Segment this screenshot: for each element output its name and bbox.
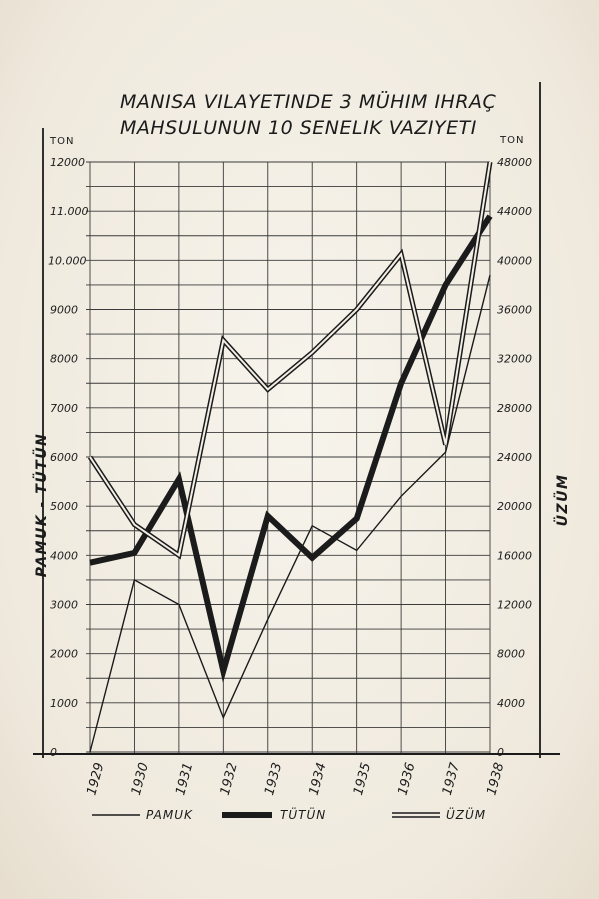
x-tick-label: 1938 xyxy=(484,761,507,797)
left-axis-unit: TON xyxy=(49,136,74,147)
x-tick-label: 1930 xyxy=(129,761,152,797)
left-tick-label: 1000 xyxy=(50,697,78,710)
series-line xyxy=(89,214,493,683)
right-tick-label: 0 xyxy=(497,746,504,759)
legend-label: PAMUK xyxy=(146,808,193,822)
legend-item-üzüm: ÜZÜM xyxy=(392,806,486,822)
right-axis-ticks: 0 4000 8000 12000 16000 20000 24000 28000 32000 3… xyxy=(497,156,532,759)
chart-title: MANISA VILAYETINDE 3 MÜHIM IHRAÇ MAHSULUN… xyxy=(120,90,497,139)
series-üzüm xyxy=(87,161,493,560)
left-tick-label: 10.000 xyxy=(48,254,87,267)
right-tick-label: 16000 xyxy=(497,549,532,562)
x-tick-label: 1933 xyxy=(262,761,285,797)
right-tick-label: 36000 xyxy=(497,304,532,317)
chart-grid xyxy=(86,161,491,754)
left-axis-ticks: 0 1000 2000 3000 4000 5000 6000 7000 8000 9000 11.… xyxy=(48,156,89,759)
right-tick-label: 32000 xyxy=(497,353,532,366)
legend-label: TÜTÜN xyxy=(280,806,326,822)
right-tick-label: 24000 xyxy=(497,451,532,464)
left-tick-label: 3000 xyxy=(50,599,78,612)
chart-title-line: MANISA VILAYETINDE 3 MÜHIM IHRAÇ xyxy=(120,90,497,113)
series-pamuk xyxy=(89,274,491,753)
chart-axes: TON TON PAMUK - TÜTÜN ÜZÜM xyxy=(32,82,571,758)
right-tick-label: 28000 xyxy=(497,402,532,415)
left-tick-label: 2000 xyxy=(50,648,78,661)
left-tick-label: 0 xyxy=(50,746,57,759)
x-tick-label: 1929 xyxy=(84,761,107,797)
right-tick-label: 12000 xyxy=(497,599,532,612)
left-tick-label: 6000 xyxy=(50,451,78,464)
legend-item-pamuk: PAMUK xyxy=(92,808,193,822)
x-tick-label: 1931 xyxy=(173,761,196,797)
x-tick-label: 1937 xyxy=(440,760,463,797)
left-tick-label: 9000 xyxy=(50,304,78,317)
left-tick-label: 11.000 xyxy=(50,205,89,218)
left-tick-label: 5000 xyxy=(50,500,78,513)
x-axis-ticks: 1929 1930 1931 1932 1933 1934 1935 1936 1937 1938 xyxy=(84,760,507,797)
x-tick-label: 1935 xyxy=(351,761,374,797)
left-tick-label: 7000 xyxy=(50,402,78,415)
legend-item-tütün: TÜTÜN xyxy=(222,806,326,822)
left-tick-label: 4000 xyxy=(50,549,78,562)
chart-legend: PAMUK TÜTÜN ÜZÜM xyxy=(92,806,486,822)
x-tick-label: 1934 xyxy=(307,761,330,797)
right-axis-unit: TON xyxy=(499,135,524,146)
right-tick-label: 48000 xyxy=(497,156,532,169)
left-tick-label: 12000 xyxy=(50,156,85,169)
series-line xyxy=(89,274,491,753)
right-tick-label: 8000 xyxy=(497,648,525,661)
series-tütün xyxy=(89,214,493,683)
chart-title-line: MAHSULUNUN 10 SENELIK VAZIYETI xyxy=(120,117,477,139)
series-lines xyxy=(87,161,493,753)
left-tick-label: 8000 xyxy=(50,353,78,366)
right-tick-label: 4000 xyxy=(497,697,525,710)
legend-label: ÜZÜM xyxy=(446,806,486,822)
right-tick-label: 20000 xyxy=(497,500,532,513)
right-axis-title: ÜZÜM xyxy=(553,474,571,527)
x-tick-label: 1932 xyxy=(218,761,241,797)
series-line-inner xyxy=(89,161,491,557)
x-tick-label: 1936 xyxy=(395,761,418,797)
left-axis-title: PAMUK - TÜTÜN xyxy=(32,433,50,578)
right-tick-label: 44000 xyxy=(497,205,532,218)
right-tick-label: 40000 xyxy=(497,254,532,267)
